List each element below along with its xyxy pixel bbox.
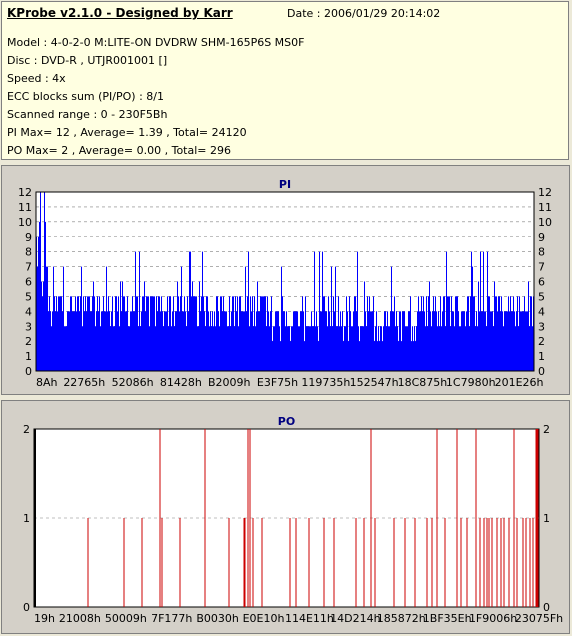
y-tick-label-right: 2 <box>543 423 550 436</box>
info-panel: KProbe v2.1.0 - Designed by Karr Date : … <box>1 1 569 160</box>
y-tick-label-left: 0 <box>23 601 30 614</box>
pi-stats-line: PI Max= 12 , Average= 1.39 , Total= 2412… <box>7 126 247 139</box>
ecc-line: ECC blocks sum (PI/PO) : 8/1 <box>7 90 164 103</box>
pi-bars <box>36 192 534 371</box>
y-tick-label-left: 2 <box>23 423 30 436</box>
scanned-range-line: Scanned range : 0 - 230F5Bh <box>7 108 168 121</box>
x-tick-label: 81428h <box>160 376 202 389</box>
po-stats-line: PO Max= 2 , Average= 0.00 , Total= 296 <box>7 144 231 157</box>
y-tick-label-left: 1 <box>25 350 32 363</box>
y-tick-label-right: 0 <box>538 365 545 378</box>
y-tick-label-left: 10 <box>18 216 32 229</box>
x-tick-label: 114E11h <box>285 612 334 625</box>
x-tick-label: 18C875h <box>398 376 448 389</box>
app-title: KProbe v2.1.0 - Designed by Karr <box>7 6 233 20</box>
po-chart-panel: PO 0 0 1 1 2 2 19h 21008h 50009h 7F177h B0030h E0E10… <box>1 400 570 634</box>
x-tick-label: 119735h <box>301 376 350 389</box>
y-tick-label-left: 11 <box>18 201 32 214</box>
y-tick-label-left: 3 <box>25 320 32 333</box>
x-tick-label: 8Ah <box>36 376 58 389</box>
x-tick-label: 23075Fh <box>515 612 563 625</box>
plot-frame <box>35 191 535 372</box>
chart-title: PI <box>279 178 291 191</box>
x-tick-label: E3F75h <box>257 376 298 389</box>
x-tick-label: 185872h <box>377 612 426 625</box>
disc-line: Disc : DVD-R , UTJR001001 [] <box>7 54 168 67</box>
y-tick-label-right: 2 <box>538 335 545 348</box>
model-line: Model : 4-0-2-0 M:LITE-ON DVDRW SHM-165P… <box>7 36 305 49</box>
x-tick-label: 152547h <box>350 376 399 389</box>
chart-title: PO <box>278 415 295 428</box>
y-tick-label-left: 8 <box>25 246 32 259</box>
y-tick-label-right: 9 <box>538 231 545 244</box>
x-tick-label: 7F177h <box>151 612 192 625</box>
y-tick-label-left: 1 <box>23 512 30 525</box>
x-tick-label: 52086h <box>112 376 154 389</box>
x-tick-label: 19h <box>34 612 55 625</box>
x-tick-label: 1F9006h <box>469 612 517 625</box>
x-tick-label: 1BF35Eh <box>423 612 472 625</box>
y-tick-label-right: 0 <box>543 601 550 614</box>
x-tick-label: 50009h <box>105 612 147 625</box>
y-tick-label-right: 11 <box>538 201 552 214</box>
y-tick-label-right: 5 <box>538 290 545 303</box>
y-tick-label-right: 8 <box>538 246 545 259</box>
x-tick-label: 14D214h <box>330 612 380 625</box>
y-tick-label-left: 6 <box>25 276 32 289</box>
y-tick-label-right: 12 <box>538 186 552 199</box>
y-tick-label-right: 10 <box>538 216 552 229</box>
y-tick-label-right: 4 <box>538 305 545 318</box>
y-tick-label-right: 1 <box>538 350 545 363</box>
y-tick-label-right: 7 <box>538 261 545 274</box>
po-chart: PO 0 0 1 1 2 2 19h 21008h 50009h 7F177h B0030h E0E10… <box>23 415 563 625</box>
y-tick-label-left: 4 <box>25 305 32 318</box>
scan-date: Date : 2006/01/29 20:14:02 <box>287 7 441 20</box>
y-tick-label-left: 12 <box>18 186 32 199</box>
y-tick-label-left: 7 <box>25 261 32 274</box>
y-tick-label-right: 3 <box>538 320 545 333</box>
y-tick-label-left: 2 <box>25 335 32 348</box>
x-tick-label: 22765h <box>63 376 105 389</box>
x-tick-label: 1C7980h <box>446 376 496 389</box>
x-tick-label: B2009h <box>208 376 251 389</box>
x-tick-label: 201E26h <box>495 376 544 389</box>
x-tick-label: 21008h <box>59 612 101 625</box>
speed-line: Speed : 4x <box>7 72 66 85</box>
pi-chart-panel: PI 0 0 1 1 2 2 3 3 4 4 5 5 6 6 7 7 8 8 9 9 10 10 11 11 12 12 8Ah 227… <box>1 165 570 395</box>
y-tick-label-left: 5 <box>25 290 32 303</box>
x-tick-label: E0E10h <box>243 612 285 625</box>
y-tick-label-left: 0 <box>25 365 32 378</box>
y-tick-label-left: 9 <box>25 231 32 244</box>
x-tick-label: B0030h <box>196 612 239 625</box>
y-tick-label-right: 6 <box>538 276 545 289</box>
y-tick-label-right: 1 <box>543 512 550 525</box>
